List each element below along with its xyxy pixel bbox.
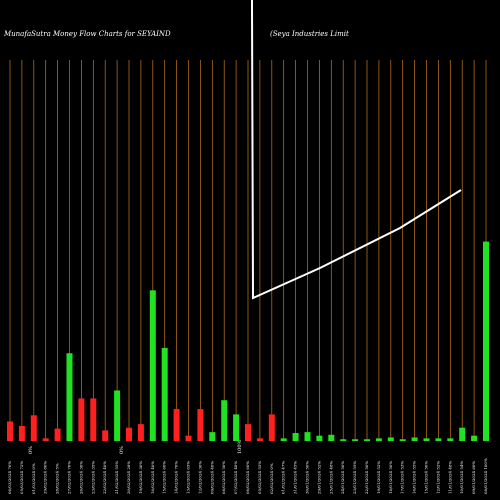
bar <box>209 432 216 441</box>
bar <box>42 438 49 441</box>
grid-lines <box>9 60 487 440</box>
tick-label: 09/01/2024 60% <box>471 461 476 494</box>
tick-label: 12/02/2024 30% <box>197 461 202 494</box>
price-line <box>251 0 462 300</box>
tick-label: 22/02/2024 40% <box>102 461 107 494</box>
bar <box>78 398 85 441</box>
tick-label: 16/01/2024 55% <box>412 461 417 494</box>
tick-label: 16/02/2024 40% <box>150 461 155 494</box>
bar <box>399 439 406 441</box>
bar <box>7 421 13 441</box>
bar <box>459 427 466 441</box>
bar <box>90 398 97 441</box>
tick-label: 02/02/2024 0% <box>269 463 274 494</box>
bar <box>352 439 359 441</box>
bar <box>245 424 251 441</box>
tick-label: 14/02/2024 70% <box>174 461 179 494</box>
tick-label: 12/01/2024 52% <box>435 461 440 494</box>
annotation: 100% <box>237 439 243 454</box>
tick-label: 23/02/2024 35% <box>90 461 95 494</box>
price-line-path <box>251 0 462 300</box>
bar <box>197 409 204 441</box>
bar <box>435 438 442 441</box>
bar <box>268 414 275 441</box>
bar <box>114 390 121 441</box>
tick-label: 09/02/2024 40% <box>209 461 214 494</box>
tick-label: 01/03/2024 0% <box>31 463 36 494</box>
tick-label: 08/01/2024 100% <box>483 458 488 494</box>
bar <box>387 437 394 441</box>
bar <box>471 435 478 441</box>
bar <box>280 438 287 441</box>
annotations: 0% 0% 100% <box>28 439 243 454</box>
tick-label: 07/02/2024 48% <box>233 461 238 494</box>
tick-label: 27/02/2024 70% <box>67 461 72 494</box>
bar <box>256 438 263 441</box>
bar <box>447 438 454 441</box>
tick-label: 11/01/2024 48% <box>447 461 452 494</box>
bar <box>340 439 347 441</box>
bar <box>102 430 109 441</box>
tick-label: 05/02/2024 55% <box>257 461 262 494</box>
tick-label: 25/01/2024 48% <box>328 461 333 494</box>
bars <box>7 241 489 441</box>
tick-label: 23/01/2024 55% <box>352 461 357 494</box>
tick-label: 15/02/2024 60% <box>162 461 167 494</box>
annotation: 0% <box>119 446 125 454</box>
tick-label: 30/01/2024 50% <box>305 461 310 494</box>
bar <box>126 427 132 441</box>
tick-label: 01/02/2024 47% <box>281 461 286 494</box>
tick-label: 20/02/2024 28% <box>126 461 131 494</box>
bar <box>316 435 323 441</box>
tick-label: 10/01/2024 54% <box>459 461 464 494</box>
tick-label: 26/02/2024 30% <box>78 461 83 494</box>
bar <box>233 414 240 441</box>
tick-label: 28/02/2024 5% <box>55 463 60 494</box>
bar <box>483 241 489 441</box>
tick-label: 17/01/2024 53% <box>400 461 405 494</box>
bar <box>18 425 25 441</box>
tick-label: 22/01/2024 50% <box>364 461 369 494</box>
tick-label: 13/02/2024 65% <box>186 461 191 494</box>
tick-label: 19/02/2024 30% <box>138 461 143 494</box>
bar <box>137 424 144 441</box>
bar <box>161 347 168 441</box>
tick-label: 29/01/2024 52% <box>316 461 321 494</box>
bar <box>54 428 61 441</box>
chart-subtitle: (Seya Industries Limit <box>270 30 349 38</box>
annotation: 0% <box>28 446 34 454</box>
bar <box>364 439 370 441</box>
tick-label: 06/02/2024 60% <box>245 461 250 494</box>
tick-label: 18/01/2024 50% <box>388 461 393 494</box>
tick-label: 06/03/2024 76% <box>7 461 12 494</box>
tick-label: 08/02/2024 50% <box>221 461 226 494</box>
bar <box>149 290 156 441</box>
bar <box>292 433 299 441</box>
bar <box>221 400 228 441</box>
x-tick-labels: 06/03/2024 76% 05/03/2024 72% 01/03/2024 0… <box>7 458 488 494</box>
tick-label: 31/01/2024 45% <box>293 461 298 494</box>
bar <box>173 409 180 441</box>
bar <box>328 434 335 441</box>
bar <box>411 437 418 441</box>
tick-label: 24/01/2024 50% <box>340 461 345 494</box>
tick-label: 29/02/2024 80% <box>43 461 48 494</box>
tick-label: 05/03/2024 72% <box>19 461 24 494</box>
bar <box>304 432 311 441</box>
bar <box>185 435 192 441</box>
tick-label: 15/01/2024 50% <box>424 461 429 494</box>
bar <box>66 353 73 441</box>
chart-title: MunafaSutra Money Flow Charts for SEYAIN… <box>3 30 171 38</box>
tick-label: 21/02/2024 55% <box>114 461 119 494</box>
tick-label: 19/01/2024 52% <box>376 461 381 494</box>
bar <box>423 438 430 441</box>
bar <box>375 438 382 441</box>
bar <box>30 415 37 441</box>
